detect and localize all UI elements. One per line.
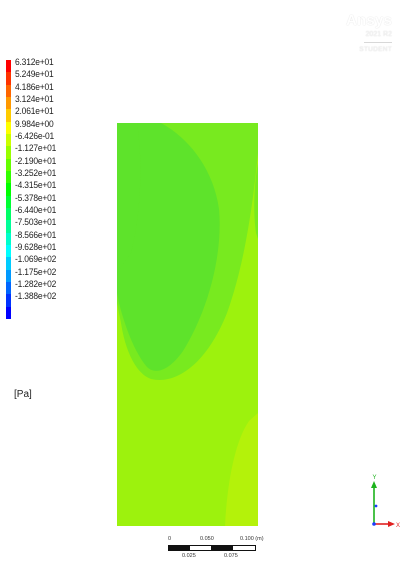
legend-label: -1.282e+02: [15, 278, 57, 289]
legend-label: 2.061e+01: [15, 106, 54, 117]
x-axis-arrowhead: [388, 521, 395, 527]
scale-label: 0.050: [200, 536, 214, 542]
legend-color-swatch: [6, 121, 11, 134]
scale-segment: [211, 546, 233, 550]
legend-label: -8.566e+01: [15, 229, 57, 240]
legend-unit: [Pa]: [14, 389, 32, 400]
legend-color-swatch: [6, 306, 11, 319]
legend-label: 5.249e+01: [15, 69, 54, 80]
y-axis-label: Y: [373, 475, 377, 481]
z-axis-origin: [372, 522, 376, 526]
legend-label: -3.252e+01: [15, 167, 57, 178]
x-axis-label: X: [396, 523, 400, 529]
legend-label: -1.388e+02: [15, 291, 57, 302]
contour-low-pressure-region: [117, 123, 220, 371]
scale-ruler: [168, 545, 256, 551]
legend-color-swatch: [6, 220, 11, 233]
legend-label: -1.069e+02: [15, 254, 57, 265]
legend-label: -9.628e+01: [15, 241, 57, 252]
scale-label: 0.075: [224, 553, 238, 559]
legend-label: -6.426e-01: [15, 130, 55, 141]
legend-color-swatch: [6, 72, 11, 85]
legend-label: -4.315e+01: [15, 180, 57, 191]
legend-color-swatch: [6, 207, 11, 221]
scale-label: 0.100 (m): [240, 536, 264, 542]
legend-color-swatch: [6, 60, 11, 73]
legend-label: -6.440e+01: [15, 204, 57, 215]
ansys-edition: STUDENT: [359, 46, 392, 53]
legend-color-swatch: [6, 133, 11, 147]
y-axis-arrowhead: [371, 481, 377, 488]
legend-label: -5.378e+01: [15, 192, 57, 203]
contour-bottom-right-corner: [225, 413, 258, 526]
legend-color-swatch: [6, 281, 11, 295]
legend-color-swatch: [6, 170, 11, 184]
legend-color-swatch: [6, 195, 11, 208]
legend-color-swatch: [6, 294, 11, 307]
legend-labels: 6.312e+01 5.249e+01 4.186e+01 3.124e+01 …: [15, 56, 60, 303]
ansys-branding: Ansys 2021 R2 STUDENT: [346, 12, 392, 53]
legend-label: -7.503e+01: [15, 217, 57, 228]
contour-left-top-band: [117, 123, 141, 273]
legend-label: -2.190e+01: [15, 155, 57, 166]
legend-color-swatch: [6, 109, 11, 122]
legend-color-swatch: [6, 269, 11, 282]
legend-color-bar: [6, 60, 11, 319]
legend-label: -1.127e+01: [15, 143, 57, 154]
ansys-logo: Ansys: [345, 12, 392, 29]
legend-label: 6.312e+01: [15, 57, 54, 67]
legend-label: 4.186e+01: [15, 81, 54, 92]
legend-color-swatch: [6, 232, 11, 245]
legend-label: 9.984e+00: [15, 118, 54, 129]
legend-color-swatch: [6, 84, 11, 97]
axis-triad[interactable]: Y X: [366, 472, 400, 532]
scale-segment: [169, 546, 190, 550]
scale-label: 0: [168, 536, 172, 542]
branding-divider: [364, 42, 392, 43]
legend-label: -1.175e+02: [15, 266, 57, 277]
pressure-contour-domain[interactable]: [117, 123, 258, 526]
legend-color-swatch: [6, 158, 11, 171]
contour-right-edge-band: [254, 163, 258, 239]
z-axis-marker: [374, 504, 378, 508]
length-scale-bar: 0 0.050 0.100 (m) 0.025 0.075: [166, 536, 276, 566]
legend-color-swatch: [6, 257, 11, 270]
scale-label: 0.025: [182, 553, 196, 559]
legend-color-swatch: [6, 244, 11, 258]
legend-color-swatch: [6, 146, 11, 159]
legend-color-swatch: [6, 96, 11, 110]
ansys-version: 2021 R2: [365, 31, 392, 38]
legend-label: 3.124e+01: [15, 93, 54, 104]
legend-color-swatch: [6, 183, 11, 196]
